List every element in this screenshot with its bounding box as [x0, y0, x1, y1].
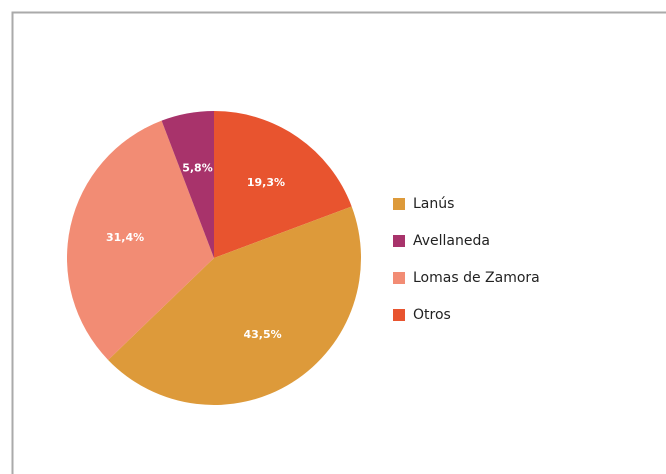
slice-label: 43,5% [244, 328, 282, 341]
pie-slice [108, 206, 362, 405]
legend-swatch [393, 309, 405, 321]
pie-slice [67, 120, 214, 360]
slice-label: 19,3% [247, 176, 285, 189]
legend-label: Lanús [413, 196, 454, 212]
legend-label: Otros [413, 307, 451, 323]
legend-swatch [393, 272, 405, 284]
legend-label: Lomas de Zamora [413, 270, 540, 286]
frame [11, 11, 666, 474]
slice-label: 31,4% [106, 231, 144, 244]
slice-label: 5,8% [182, 161, 213, 174]
legend-swatch [393, 198, 405, 210]
pie-slice [161, 111, 214, 258]
legend-swatch [393, 235, 405, 247]
pie-slice [214, 111, 352, 258]
legend-label: Avellaneda [413, 233, 490, 249]
